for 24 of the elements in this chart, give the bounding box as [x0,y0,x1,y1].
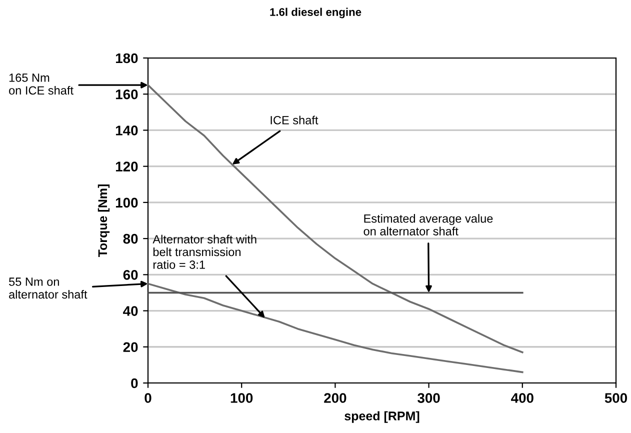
x-tick-label: 300 [418,393,440,403]
chart-title: 1.6l diesel engine [270,8,362,18]
y-tick-label: 140 [116,126,138,136]
annotation: Estimated average value on alternator shaft [364,214,493,236]
x-tick-label: 0 [144,393,152,403]
y-tick-label: 100 [116,198,138,208]
x-tick-label: 500 [604,393,628,403]
y-tick-label: 40 [123,306,138,316]
y-axis-title: Torque [Nm] [98,184,110,258]
y-tick-label: 120 [116,162,138,172]
annotation: 165 Nm on ICE shaft [9,74,74,95]
x-tick-label: 100 [230,393,253,403]
y-tick-label: 180 [116,53,138,64]
y-tick-label: 80 [123,234,138,244]
y-tick-label: 20 [123,342,138,352]
x-tick-label: 400 [511,393,534,403]
y-tick-label: 60 [123,270,138,280]
annotation: 55 Nm on alternator shaft [9,278,88,299]
annotation: ICE shaft [270,116,318,124]
x-tick-label: 200 [324,393,346,403]
y-tick-label: 160 [116,89,138,100]
y-tick-label: 0 [131,378,138,388]
x-axis-title: speed [RPM] [344,411,420,423]
annotation: Alternator shaft with belt transmission ratio = 3:1 [152,234,256,269]
